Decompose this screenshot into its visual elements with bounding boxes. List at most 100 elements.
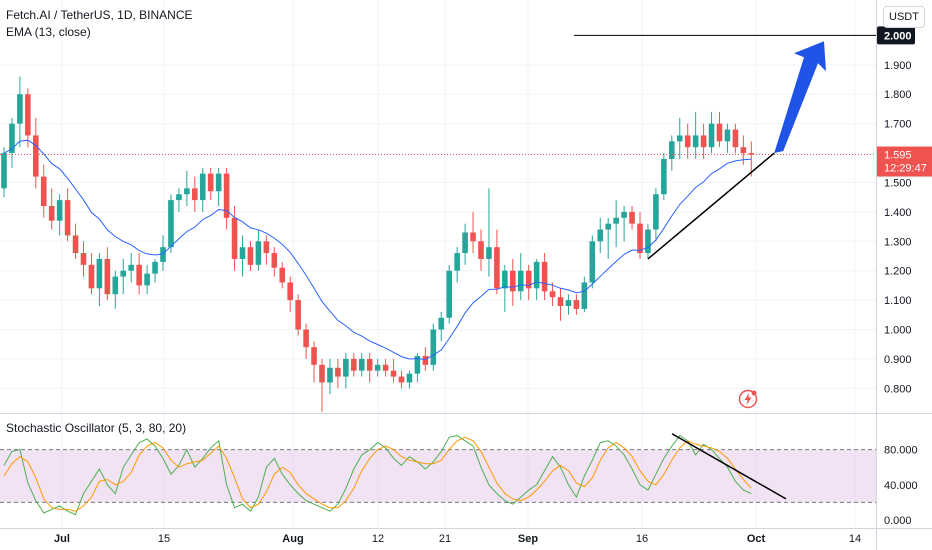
y-tick-label: 1.000	[884, 325, 912, 337]
stochastic-label[interactable]: Stochastic Oscillator (5, 3, 80, 20)	[6, 421, 187, 435]
candle-body	[72, 235, 79, 254]
candle-body	[517, 270, 524, 292]
x-tick-label: Jul	[54, 533, 70, 545]
candle-body	[112, 276, 119, 295]
target-price-label: 2.000	[884, 30, 912, 42]
candle-body	[398, 376, 405, 383]
candle-body	[661, 158, 667, 195]
x-tick-label: Sep	[518, 533, 538, 545]
candle-body	[446, 270, 452, 318]
candle-body	[48, 206, 55, 221]
candle-body	[478, 241, 484, 259]
candle-body	[271, 253, 278, 268]
candle-body	[223, 173, 230, 218]
oscillator-tick-label: 80.000	[884, 445, 918, 457]
candle-body	[629, 211, 635, 224]
candle-body	[343, 358, 349, 377]
candle-body	[637, 223, 643, 254]
candle-body	[128, 264, 134, 271]
candle-body	[374, 364, 381, 371]
candle-body	[724, 129, 731, 142]
candle-body	[494, 247, 500, 289]
x-tick-label: 14	[849, 533, 861, 545]
candle-body	[390, 370, 397, 377]
candle-body	[621, 211, 627, 218]
candle-body	[136, 264, 142, 286]
bullish-arrow-icon	[774, 41, 826, 154]
candle-body	[176, 194, 182, 201]
last-price-label: 1.595	[884, 150, 912, 162]
ema-indicator-label[interactable]: EMA (13, close)	[6, 25, 91, 39]
candle-body	[33, 135, 39, 177]
y-tick-label: 1.400	[884, 207, 912, 219]
candle-body	[366, 358, 373, 371]
candle-body	[17, 94, 23, 124]
candle-body	[533, 261, 540, 289]
y-tick-label: 1.300	[884, 236, 912, 248]
candle-body	[64, 200, 71, 236]
candle-body	[120, 270, 127, 277]
stoch-k-line	[3, 434, 752, 516]
candle-body	[502, 270, 508, 289]
countdown-label: 12:29:47	[884, 163, 927, 175]
candle-body	[700, 135, 707, 148]
candle-body	[589, 241, 596, 283]
candle-body	[382, 364, 389, 371]
candle-body	[263, 241, 270, 254]
y-tick-label: 1.900	[884, 60, 912, 72]
candle-body	[160, 247, 166, 262]
candle-body	[454, 253, 460, 271]
candle-body	[438, 317, 445, 330]
candle-body	[406, 373, 413, 383]
candle-body	[96, 258, 103, 289]
candle-body	[207, 173, 214, 192]
stoch-d-line	[3, 436, 752, 512]
y-tick-label: 0.800	[884, 383, 912, 395]
candle-body	[319, 364, 325, 383]
candle-body	[430, 329, 437, 365]
candle-body	[645, 229, 651, 254]
candle-body	[56, 200, 63, 221]
x-tick-label: Aug	[282, 533, 303, 545]
y-tick-label: 1.100	[884, 295, 912, 307]
y-tick-label: 1.700	[884, 119, 912, 131]
candle-body	[303, 329, 309, 348]
candle-body	[231, 217, 238, 259]
candle-body	[9, 123, 15, 154]
candle-body	[184, 188, 190, 195]
candle-body	[327, 367, 333, 383]
ema-line	[3, 139, 752, 361]
oscillator-tick-label: 0.000	[884, 515, 912, 527]
candle-body	[486, 247, 492, 259]
oscillator-trendline	[671, 433, 787, 500]
candle-body	[613, 217, 619, 224]
candle-body	[295, 300, 301, 330]
lightning-icon[interactable]	[738, 389, 758, 409]
y-tick-label: 1.200	[884, 266, 912, 278]
x-tick-label: 16	[636, 533, 648, 545]
currency-button[interactable]: USDT	[883, 6, 925, 28]
support-trendline	[647, 152, 775, 260]
candle-body	[40, 176, 47, 206]
y-tick-label: 0.900	[884, 354, 912, 366]
candle-body	[255, 241, 262, 265]
candle-body	[557, 297, 564, 306]
candle-body	[605, 223, 611, 230]
candle-body	[25, 94, 31, 136]
target-price-tag	[877, 26, 915, 45]
candle-body	[168, 200, 174, 248]
candle-body	[708, 123, 715, 148]
candle-body	[732, 129, 739, 148]
candle-body	[104, 258, 111, 295]
candle-body	[192, 188, 198, 201]
candle-body	[525, 270, 532, 289]
candle-body	[541, 261, 548, 292]
candle-body	[247, 247, 254, 265]
candle-body	[144, 273, 150, 286]
candle-body	[287, 282, 293, 301]
candle-body	[80, 253, 87, 265]
candle-body	[422, 356, 429, 365]
x-tick-label: 15	[158, 533, 170, 545]
y-tick-label: 1.800	[884, 89, 912, 101]
